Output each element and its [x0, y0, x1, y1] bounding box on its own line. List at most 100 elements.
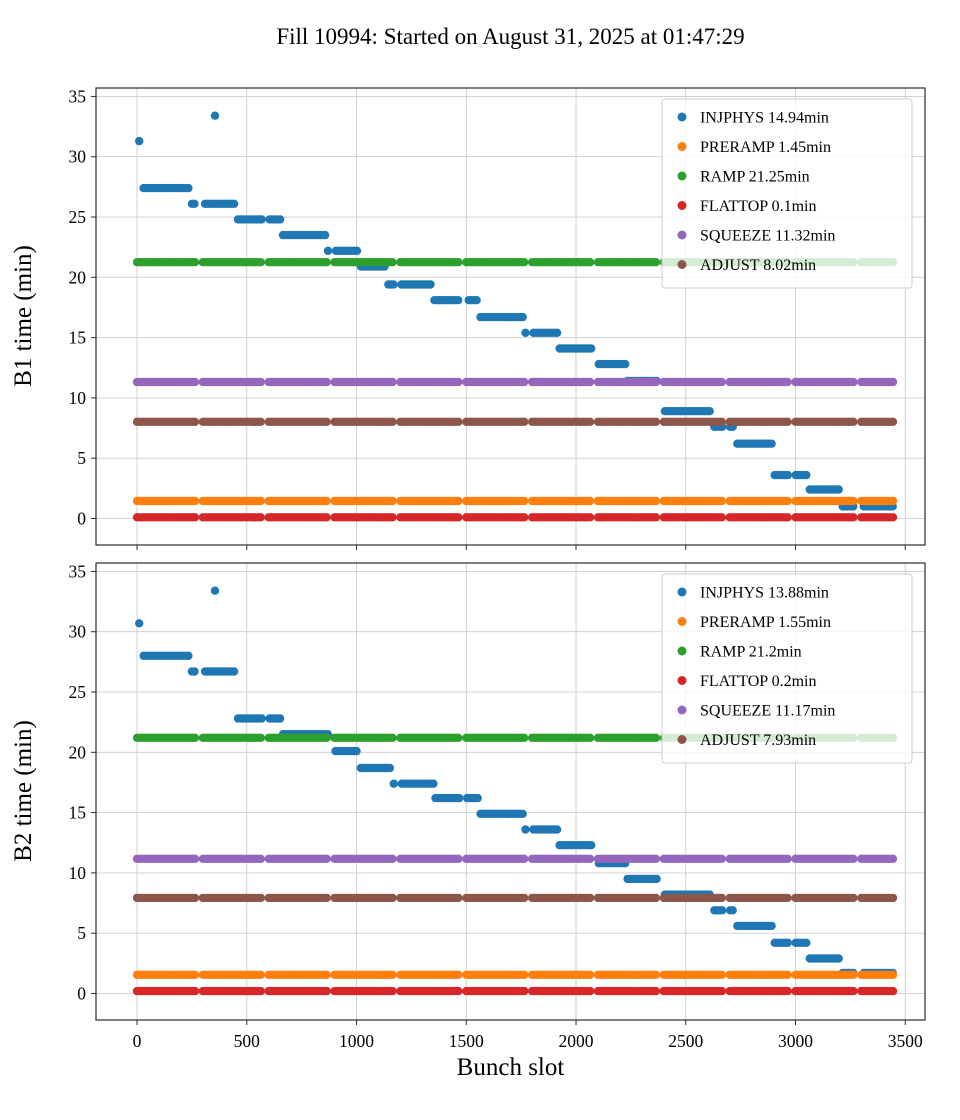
data-point: [783, 854, 792, 863]
data-point: [849, 377, 858, 387]
legend-label: INJPHYS 13.88min: [700, 585, 829, 602]
y-tick-label: 20: [69, 267, 87, 287]
data-point: [888, 986, 898, 996]
data-point: [621, 359, 630, 369]
legend-marker-icon: [677, 646, 687, 656]
legend-marker-icon: [677, 735, 687, 744]
data-point: [388, 854, 397, 863]
data-point: [322, 893, 331, 903]
legend: INJPHYS 13.88min PRERAMP 1.55min RAMP 21.2…: [661, 573, 913, 764]
y-tick-label: 35: [69, 86, 87, 106]
data-point: [888, 893, 898, 903]
data-point: [552, 328, 562, 337]
data-point: [256, 513, 265, 522]
legend-label: PRERAMP 1.45min: [700, 139, 831, 156]
data-point: [651, 970, 661, 979]
data-point: [388, 513, 397, 522]
x-tick-label: 0: [133, 1031, 142, 1051]
data-point: [520, 377, 529, 387]
series-adjust: [132, 417, 898, 426]
y-axis-label-b2: B2 time (min): [10, 720, 37, 862]
x-tick-label: 1500: [449, 1031, 484, 1051]
legend-label: ADJUST 8.02min: [700, 257, 816, 274]
data-point: [585, 513, 595, 522]
data-point: [388, 258, 397, 267]
data-point: [849, 496, 858, 506]
series-preramp: [132, 970, 898, 979]
legend-marker-icon: [677, 676, 687, 685]
series-injphys: [135, 586, 897, 978]
data-point: [585, 417, 595, 426]
data-point: [585, 377, 595, 387]
data-point: [520, 893, 529, 903]
legend-label: SQUEEZE 11.17min: [700, 703, 835, 720]
figure-title: Fill 10994: Started on August 31, 2025 a…: [276, 24, 745, 49]
data-point: [521, 825, 530, 834]
y-tick-label: 10: [69, 863, 87, 883]
data-point: [888, 377, 898, 387]
data-point: [717, 854, 726, 863]
data-point: [717, 986, 726, 996]
data-point: [520, 417, 529, 426]
data-point: [135, 619, 144, 628]
data-point: [585, 893, 595, 903]
data-point: [322, 417, 331, 426]
y-tick-label: 5: [77, 448, 86, 468]
subplot-b1: 0 5 10 15 20 25 30 35 INJPHYS 14.94min PRERAMP 1.…: [69, 86, 926, 550]
data-point: [352, 246, 362, 255]
y-tick-label: 15: [69, 803, 87, 823]
legend: INJPHYS 14.94min PRERAMP 1.45min RAMP 21.2…: [661, 98, 913, 289]
x-axis-label: Bunch slot: [456, 1054, 565, 1081]
y-tick-label: 10: [69, 388, 87, 408]
data-point: [454, 496, 463, 506]
data-point: [518, 809, 527, 818]
data-point: [388, 496, 397, 506]
data-point: [651, 854, 661, 863]
data-point: [783, 986, 792, 996]
legend-label: ADJUST 7.93min: [700, 732, 816, 749]
data-point: [520, 513, 529, 522]
data-point: [520, 986, 529, 996]
axes-frame: [95, 562, 926, 1021]
data-point: [585, 970, 595, 979]
axes-frame: [95, 87, 926, 546]
data-point: [783, 970, 792, 979]
data-point: [717, 893, 726, 903]
data-point: [388, 377, 397, 387]
data-point: [275, 215, 285, 224]
data-point: [705, 407, 714, 416]
series-preramp: [132, 496, 898, 506]
data-point: [256, 733, 265, 742]
data-point: [385, 763, 395, 773]
data-point: [257, 215, 266, 224]
data-point: [783, 417, 792, 426]
data-point: [322, 733, 331, 742]
x-tick-label: 1000: [339, 1031, 374, 1051]
data-point: [834, 954, 843, 963]
x-tick-label: 3500: [888, 1031, 923, 1051]
data-point: [849, 970, 858, 979]
x-tick-label: 500: [234, 1031, 261, 1051]
data-point: [322, 970, 331, 979]
data-point: [888, 970, 898, 979]
data-point: [767, 439, 776, 448]
data-point: [322, 986, 331, 996]
tick-labels: 0 5 10 15 20 25 30 35: [69, 86, 87, 528]
data-point: [322, 377, 331, 387]
data-point: [190, 377, 200, 387]
tick-labels: 0 5 10 15 20 25 30 35 0 500 1000 1500 2000 2500 3000 35…: [69, 561, 923, 1051]
data-point: [585, 733, 595, 742]
data-point: [521, 328, 530, 337]
data-point: [783, 893, 792, 903]
subplot-b2: 0 5 10 15 20 25 30 35 0 500 1000 1500 2000 2500 3000 35…: [69, 561, 926, 1051]
data-point: [717, 970, 726, 979]
data-point: [651, 893, 661, 903]
tick-marks: [91, 570, 906, 1025]
data-point: [454, 986, 463, 996]
series-flattop: [132, 513, 898, 522]
data-point: [322, 258, 331, 267]
data-point: [388, 970, 397, 979]
data-point: [651, 513, 661, 522]
data-point: [275, 714, 285, 723]
